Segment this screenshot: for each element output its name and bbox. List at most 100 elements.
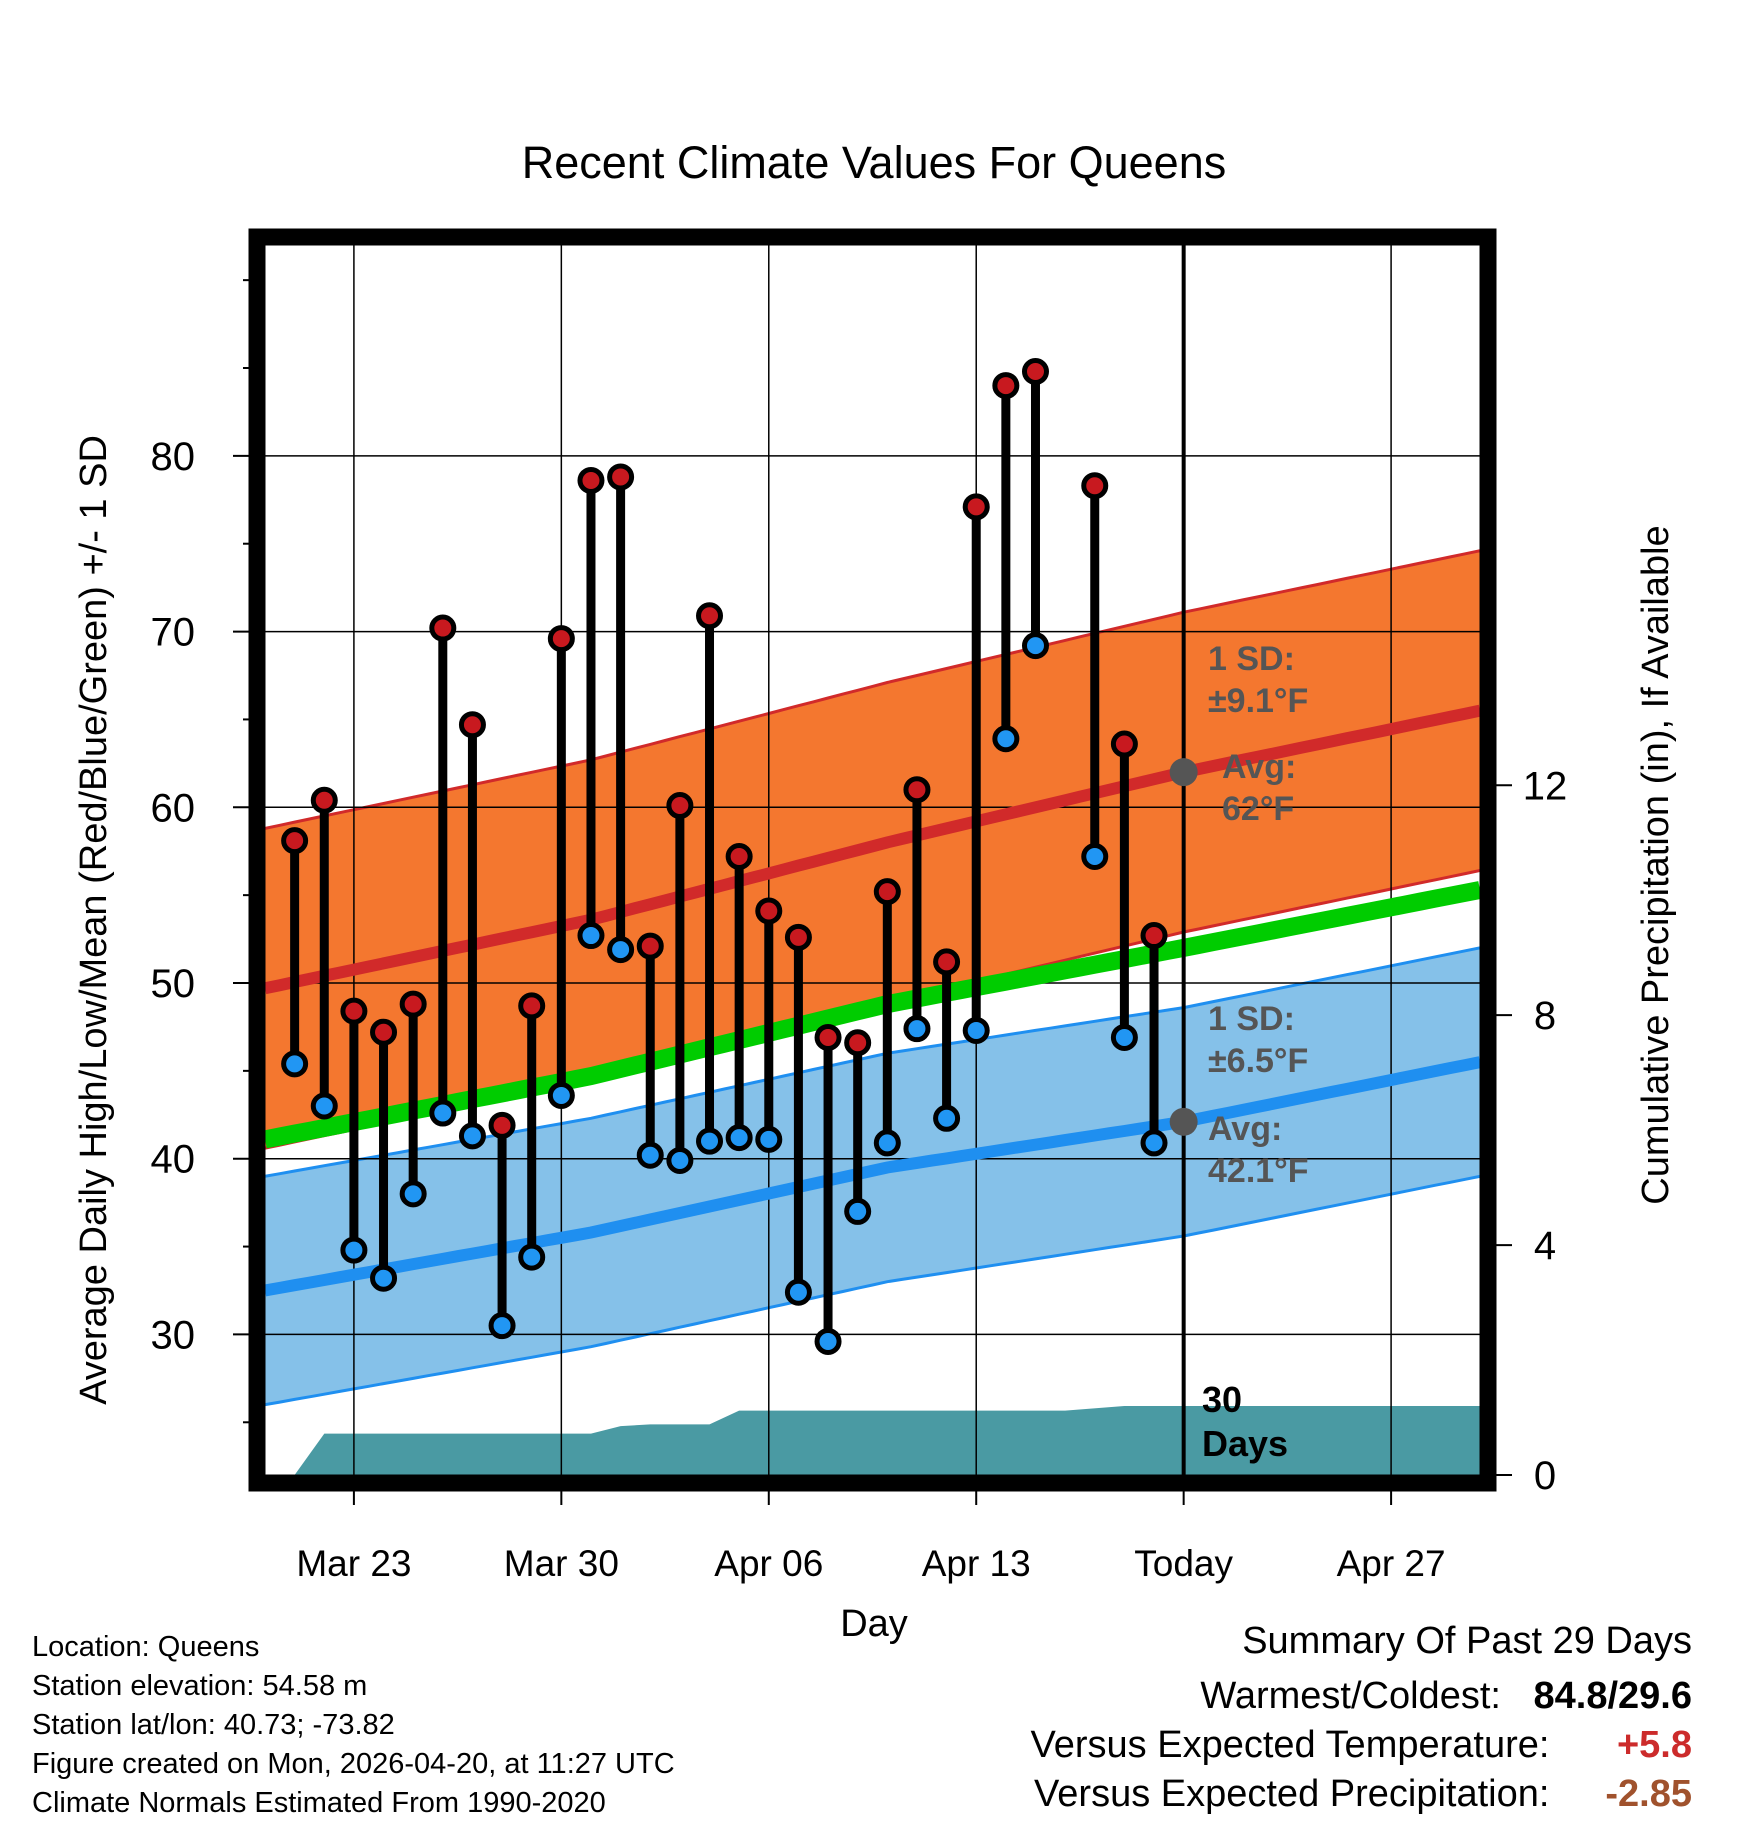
daily-high-marker [962, 493, 990, 521]
daily-high-marker [340, 997, 368, 1025]
daily-low-marker [370, 1264, 398, 1292]
daily-low-marker [340, 1236, 368, 1264]
summary-precip: Versus Expected Precipitation: -2.85 [1031, 1773, 1692, 1816]
daily-low-marker [755, 1125, 783, 1153]
daily-low-marker [784, 1278, 812, 1306]
daily-low-marker [429, 1099, 457, 1127]
x-tick-label: Mar 30 [504, 1543, 619, 1584]
x-tick-label: Mar 23 [296, 1543, 411, 1584]
x-axis-label: Day [840, 1603, 908, 1645]
daily-high-marker [429, 614, 457, 642]
annotations: 1 SD: ±9.1°F Avg: 62°F 1 SD: ±6.5°F Avg:… [1202, 640, 1309, 1464]
summary-title: Summary Of Past 29 Days [1242, 1620, 1692, 1662]
y2-tick-label: 0 [1534, 1454, 1556, 1498]
y-tick-label: 40 [151, 1138, 196, 1182]
y-tick-label: 30 [151, 1313, 196, 1357]
daily-high-marker [696, 602, 724, 630]
y2-tick-label: 8 [1534, 994, 1556, 1038]
normal-low-line [265, 1056, 1480, 1297]
daily-high-marker [399, 990, 427, 1018]
daily-low-marker [873, 1129, 901, 1157]
precip-value: -2.85 [1605, 1773, 1692, 1815]
info-normals: Climate Normals Estimated From 1990-2020 [32, 1787, 606, 1819]
info-elevation: Station elevation: 54.58 m [32, 1670, 368, 1702]
daily-low-marker [577, 922, 605, 950]
y-tick-label: 60 [151, 786, 196, 830]
info-location: Location: Queens [32, 1631, 260, 1663]
daily-high-marker [814, 1023, 842, 1051]
high-sd-value: ±9.1°F [1208, 682, 1308, 720]
temp-label: Versus Expected Temperature: [1030, 1724, 1550, 1766]
days-label-number: 30 [1202, 1379, 1242, 1420]
today-normal-low-marker [1169, 1107, 1198, 1136]
daily-low-marker [636, 1141, 664, 1169]
daily-low-marker [992, 725, 1020, 753]
warmest-coldest-value: 84.8/29.6 [1533, 1675, 1692, 1717]
daily-high-marker [933, 948, 961, 976]
x-tick-label: Apr 13 [922, 1543, 1031, 1584]
normal-high-line [265, 704, 1480, 995]
low-avg-label: Avg: [1208, 1110, 1282, 1148]
daily-low-marker [458, 1122, 486, 1150]
high-avg-label: Avg: [1222, 748, 1296, 786]
y2-tick-labels: 0 4 8 12 [1488, 764, 1567, 1498]
info-latlon: Station lat/lon: 40.73; -73.82 [32, 1709, 395, 1741]
daily-high-marker [281, 827, 309, 855]
daily-high-marker [636, 932, 664, 960]
daily-low-marker [547, 1081, 575, 1109]
low-sd-label: 1 SD: [1208, 1000, 1295, 1038]
low-sd-value: ±6.5°F [1208, 1042, 1308, 1080]
daily-low-marker [1081, 842, 1109, 870]
plot-content [265, 245, 1480, 1475]
today-normal-high-marker [1169, 758, 1198, 787]
daily-high-marker [725, 842, 753, 870]
daily-low-marker [518, 1243, 546, 1271]
x-tick-label: Apr 27 [1337, 1543, 1446, 1584]
daily-low-marker [1110, 1023, 1138, 1051]
daily-low-marker [488, 1312, 516, 1340]
daily-high-marker [310, 786, 338, 814]
precipitation-area [265, 1406, 1480, 1475]
daily-low-marker [399, 1180, 427, 1208]
y-tick-labels: 30 40 50 60 70 80 [151, 279, 257, 1424]
y-tick-label: 70 [151, 611, 196, 655]
daily-high-marker [488, 1111, 516, 1139]
daily-low-marker [814, 1327, 842, 1355]
plot-frame [248, 228, 1497, 1492]
daily-high-marker [458, 711, 486, 739]
daily-high-marker [903, 776, 931, 804]
normal-low-band-lower-edge [265, 1174, 1480, 1407]
daily-high-marker [666, 792, 694, 820]
high-avg-value: 62°F [1222, 790, 1294, 828]
daily-low-marker [696, 1127, 724, 1155]
days-label-word: Days [1202, 1423, 1288, 1464]
daily-high-marker [873, 878, 901, 906]
daily-low-marker [844, 1197, 872, 1225]
daily-high-marker [1110, 730, 1138, 758]
daily-low-marker [607, 936, 635, 964]
daily-high-marker [1140, 922, 1168, 950]
daily-low-marker [933, 1104, 961, 1132]
x-tick-label: Today [1134, 1543, 1233, 1584]
daily-low-marker [903, 1015, 931, 1043]
info-created: Figure created on Mon, 2026-04-20, at 11… [32, 1748, 675, 1780]
daily-high-marker [577, 466, 605, 494]
precip-label: Versus Expected Precipitation: [1034, 1773, 1550, 1815]
summary-panel: Summary Of Past 29 Days Warmest/Coldest:… [1031, 1620, 1692, 1816]
warmest-coldest-label: Warmest/Coldest: [1200, 1675, 1501, 1717]
daily-high-marker [784, 923, 812, 951]
daily-high-marker [992, 372, 1020, 400]
x-tick-label: Apr 06 [714, 1543, 823, 1584]
daily-high-marker [844, 1029, 872, 1057]
daily-high-marker [518, 992, 546, 1020]
daily-low-marker [1021, 632, 1049, 660]
daily-high-marker [607, 463, 635, 491]
low-avg-value: 42.1°F [1208, 1152, 1309, 1190]
station-info: Location: Queens Station elevation: 54.5… [32, 1628, 675, 1823]
normal-high-band-upper-edge [265, 549, 1480, 830]
normal-mean-line [265, 881, 1480, 1149]
summary-temp: Versus Expected Temperature: +5.8 [1031, 1724, 1692, 1767]
y2-tick-label: 4 [1534, 1224, 1556, 1268]
daily-high-marker [1081, 472, 1109, 500]
